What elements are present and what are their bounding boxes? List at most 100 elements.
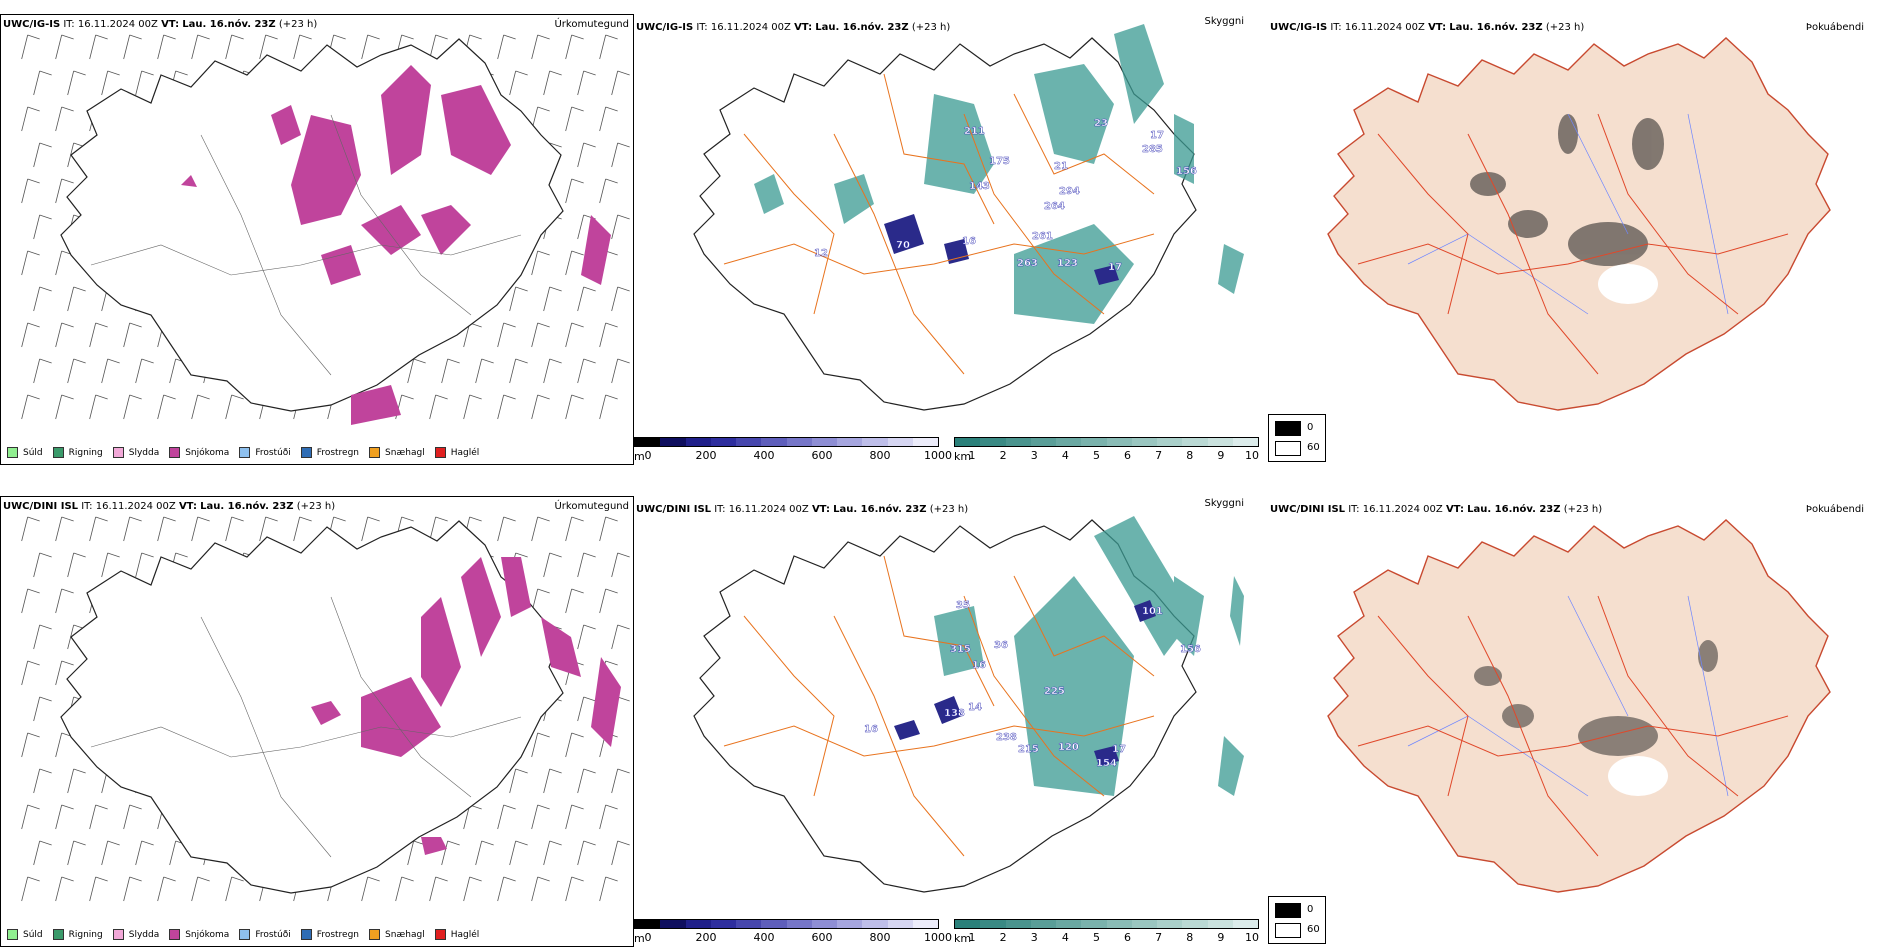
colorbar-step [1030, 920, 1056, 928]
colorbar-tick: 9 [1217, 931, 1225, 944]
wind-barb [565, 106, 584, 132]
wind-barb [565, 178, 584, 204]
ceiling-label: 264 [1044, 201, 1065, 212]
precip-legend: Súld Rigning Slydda Snjókoma Frostúði Fr… [7, 929, 479, 940]
legend-swatch [169, 447, 181, 458]
colorbar-km: km 1 2 3 4 5 6 7 8 9 10 [954, 437, 1264, 463]
colorbar-tick: 10 [1245, 449, 1259, 462]
wind-barb [599, 178, 618, 204]
wind-barb [21, 732, 40, 758]
wind-barb [33, 358, 52, 384]
colorbar-tick: 4 [1061, 931, 1069, 944]
wind-barb [101, 840, 120, 866]
wind-barb [259, 34, 278, 60]
wind-barb [21, 660, 40, 686]
colorbar-step [710, 438, 736, 446]
ceiling-label: 123 [1057, 258, 1078, 269]
wind-barb [577, 552, 596, 578]
panel-header: UWC/DINI ISL IT: 16.11.2024 00Z VT: Lau.… [1270, 504, 1603, 515]
precip-panel-1: UWC/IG-IS IT: 16.11.2024 00Z VT: Lau. 16… [0, 14, 634, 465]
legend-item: Rigning [52, 929, 103, 940]
roads [1357, 595, 1789, 857]
wind-barb [21, 106, 40, 132]
wind-barb [565, 588, 584, 614]
wind-barb [21, 876, 40, 902]
panel-title: Þokuábendi [1805, 504, 1864, 515]
wind-barb [577, 286, 596, 312]
roads [723, 73, 1155, 375]
wind-barb [497, 34, 516, 60]
wind-barb [101, 358, 120, 384]
wind-barb [33, 696, 52, 722]
wind-barb [225, 34, 244, 60]
colorbar-step [1056, 920, 1082, 928]
legend-item: Haglél [434, 447, 479, 458]
wind-barb [565, 34, 584, 60]
colorbar-step [1131, 438, 1157, 446]
wind-barb [497, 394, 516, 420]
wind-barb [191, 394, 210, 420]
colorbar-step [1207, 920, 1233, 928]
panel-title: Skyggni [1204, 16, 1244, 27]
legend-item: Frostúði [239, 929, 291, 940]
wind-barb [577, 358, 596, 384]
wind-barb [157, 876, 176, 902]
wind-barb [407, 358, 426, 384]
wind-barb [33, 624, 52, 650]
colorbar-step [635, 920, 661, 928]
precip-map [21, 516, 630, 902]
fog-legend-label: 60 [1307, 442, 1320, 453]
panel-title: Skyggni [1204, 498, 1244, 509]
cloud-panel-1: UWC/IG-IS IT: 16.11.2024 00Z VT: Lau. 16… [634, 14, 1268, 465]
colorbar-step [1106, 920, 1132, 928]
wind-barb [123, 804, 142, 830]
colorbar-tick: 1 [968, 931, 976, 944]
wind-barb [55, 322, 74, 348]
legend-item: Súld [7, 929, 43, 940]
wind-barb [531, 394, 550, 420]
ceiling-label: 263 [1017, 258, 1038, 269]
colorbar-tick: 8 [1186, 931, 1194, 944]
wind-barb [543, 768, 562, 794]
panel-header: UWC/IG-IS IT: 16.11.2024 00Z VT: Lau. 16… [3, 19, 318, 30]
wind-barb [67, 358, 86, 384]
ceiling-label: 156 [1180, 644, 1201, 655]
fog-map [1327, 519, 1831, 893]
wind-barb [463, 876, 482, 902]
colorbar-tick: 0 [644, 449, 652, 462]
wind-barb [67, 286, 86, 312]
wind-barb [101, 70, 120, 96]
wind-barb [509, 840, 528, 866]
colorbar-step [1005, 920, 1031, 928]
legend-item: Frostregn [300, 447, 359, 458]
fog-map [1327, 37, 1831, 411]
wind-barb [89, 34, 108, 60]
wind-barb [577, 840, 596, 866]
wind-barb [135, 358, 154, 384]
wind-barb [33, 70, 52, 96]
wind-barb [67, 840, 86, 866]
wind-barb [509, 286, 528, 312]
fog-legend-swatch [1275, 441, 1301, 456]
wind-barb [67, 768, 86, 794]
wind-barb [33, 768, 52, 794]
colorbar-tick: 800 [869, 449, 891, 462]
precip-legend: Súld Rigning Slydda Snjókoma Frostúði Fr… [7, 447, 479, 458]
wind-barb [611, 214, 630, 240]
wind-barb [67, 552, 86, 578]
ceiling-label: 120 [1058, 742, 1079, 753]
colorbar-step [660, 438, 686, 446]
colorbar-tick: 2 [999, 449, 1007, 462]
colorbar-tick: 400 [753, 931, 775, 944]
wind-barb [293, 516, 312, 542]
wind-barb [123, 322, 142, 348]
colorbar-step [1081, 920, 1107, 928]
wind-barb [157, 394, 176, 420]
wind-barb [225, 394, 244, 420]
colorbar-step [1005, 438, 1031, 446]
colorbar-m-box [634, 437, 939, 447]
ceiling-label: 138 [944, 708, 965, 719]
iceland-outline [60, 38, 564, 412]
colorbar-km: km 1 2 3 4 5 6 7 8 9 10 [954, 919, 1264, 945]
ceiling-label: 16 [972, 660, 986, 671]
